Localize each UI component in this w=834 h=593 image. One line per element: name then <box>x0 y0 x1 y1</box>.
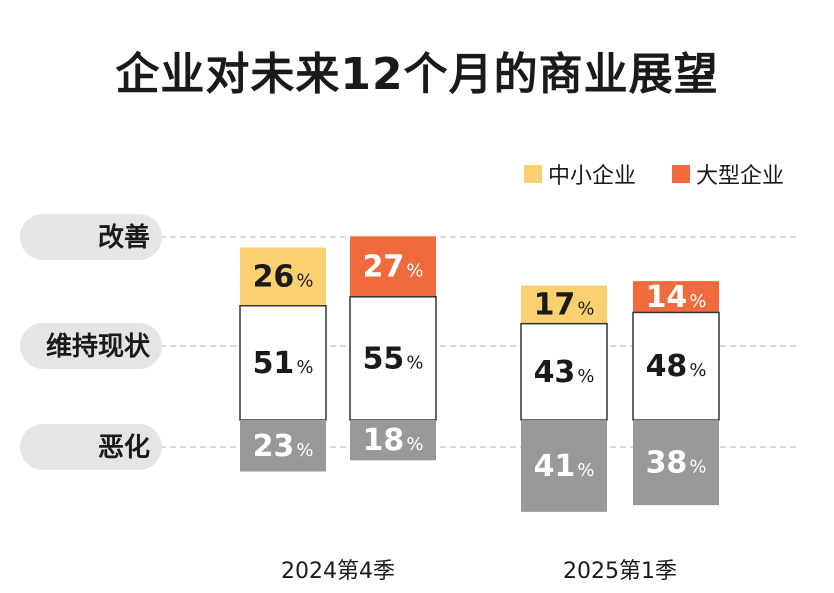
bar-2024q4-small-neutral-label: 51% <box>253 346 314 381</box>
bar-2024q4-large-neutral-label: 55% <box>363 341 424 376</box>
row-label-neutral: 维持现状 <box>46 331 151 362</box>
bar-2025q1-large-improve-label: 14% <box>646 280 707 315</box>
row-label-bg-worse <box>20 424 162 470</box>
row-label-bg-neutral <box>20 323 162 369</box>
row-label-improve: 改善 <box>98 222 150 253</box>
chart-title: 企业对未来12个月的商业展望 <box>115 49 719 100</box>
bar-2025q1-large-neutral <box>632 311 720 421</box>
bar-2025q1-small-improve <box>521 285 607 324</box>
legend-swatch-small <box>524 165 542 183</box>
bar-2024q4-large-improve-label: 27% <box>363 250 424 285</box>
bar-2025q1-small-neutral <box>520 322 608 421</box>
bar-2025q1-large-improve <box>633 281 719 313</box>
group-label-2025q1: 2025第1季 <box>563 559 677 584</box>
bar-2025q1-large-neutral-label: 48% <box>646 349 707 384</box>
legend-item-small: 中小企业 <box>524 158 636 190</box>
bar-2024q4-large-worse <box>350 420 436 461</box>
legend-item-large: 大型企业 <box>672 158 784 190</box>
bar-2025q1-small-neutral-label: 43% <box>534 355 595 390</box>
bar-2025q1-small-worse <box>521 420 607 512</box>
bar-2025q1-large-worse <box>633 420 719 506</box>
bar-2024q4-small-worse <box>240 420 326 472</box>
bar-2025q1-small-improve-label: 17% <box>534 288 595 323</box>
bar-2024q4-small-neutral <box>239 305 327 421</box>
bar-2025q1-small-worse-label: 41% <box>534 449 595 484</box>
bar-2024q4-small-improve-label: 26% <box>253 260 314 295</box>
bar-2024q4-large-worse-label: 18% <box>363 423 424 458</box>
group-label-2024q4: 2024第4季 <box>281 559 395 584</box>
legend-swatch-large <box>672 165 690 183</box>
row-label-bg-improve <box>20 214 162 260</box>
bar-2024q4-small-worse-label: 23% <box>253 429 314 464</box>
legend-label-small: 中小企业 <box>548 164 637 189</box>
bar-2024q4-small-improve <box>240 247 326 306</box>
bar-2024q4-large-neutral <box>349 296 437 421</box>
bar-2025q1-large-worse-label: 38% <box>646 446 707 481</box>
row-label-worse: 恶化 <box>98 433 150 463</box>
legend-label-large: 大型企业 <box>696 164 785 189</box>
bar-2024q4-large-improve <box>350 236 436 297</box>
